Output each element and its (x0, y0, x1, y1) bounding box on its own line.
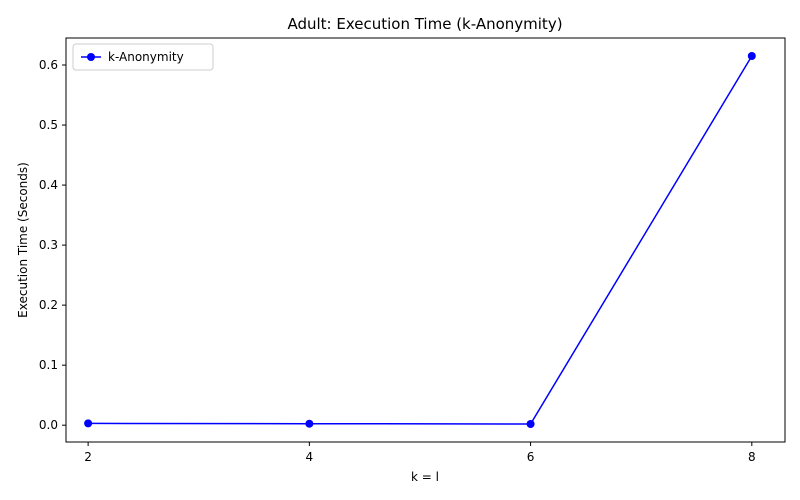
data-point (84, 419, 93, 428)
y-axis-title: Execution Time (Seconds) (16, 162, 30, 318)
y-axis: 0.0 0.1 0.2 0.3 0.4 0.5 0.6 (39, 58, 66, 432)
x-axis: 2 4 6 8 (84, 442, 756, 464)
data-point (305, 419, 314, 428)
legend: k-Anonymity (72, 43, 214, 71)
y-tick-label: 0.5 (39, 118, 58, 132)
data-point (526, 419, 535, 428)
chart-title: Adult: Execution Time (k-Anonymity) (287, 15, 562, 33)
x-tick-label: 4 (306, 450, 314, 464)
x-tick-label: 8 (748, 450, 756, 464)
y-tick-label: 0.3 (39, 238, 58, 252)
plot-area (65, 37, 786, 443)
data-point (747, 52, 756, 61)
series-line (88, 55, 753, 425)
legend-label: k-Anonymity (108, 50, 184, 64)
y-tick-label: 0.6 (39, 58, 58, 72)
x-axis-title: k = l (411, 470, 439, 484)
y-tick-label: 0.1 (39, 358, 58, 372)
y-tick-label: 0.0 (39, 418, 58, 432)
legend-marker (87, 53, 95, 61)
legend-box (72, 43, 214, 71)
y-tick-label: 0.2 (39, 298, 58, 312)
x-tick-label: 6 (527, 450, 535, 464)
y-tick-label: 0.4 (39, 178, 58, 192)
series-layer (84, 52, 756, 428)
x-tick-label: 2 (84, 450, 92, 464)
